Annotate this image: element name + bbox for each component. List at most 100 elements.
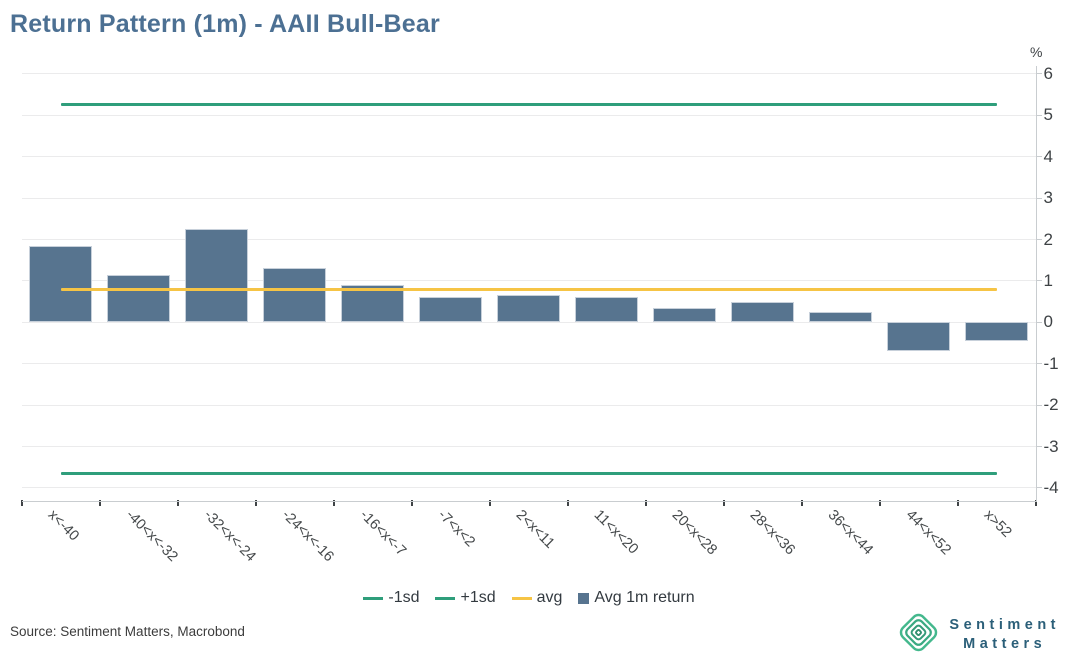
legend-swatch: [578, 592, 590, 604]
bar: [29, 245, 92, 323]
y-axis-line: [1035, 66, 1037, 502]
legend-item: Avg 1m return: [578, 589, 695, 607]
y-tick-label: 6: [1043, 63, 1053, 83]
x-tick-label: 36<x<44: [824, 507, 876, 559]
logo-line1: Sentiment: [949, 617, 1060, 633]
y-tick-label: 3: [1043, 188, 1053, 208]
y-axis-tick: [1035, 363, 1042, 365]
legend-label: -1sd: [388, 589, 420, 606]
legend-swatch: [511, 596, 532, 600]
x-tick-label: -16<x<-7: [356, 507, 409, 560]
y-axis-tick: [1035, 487, 1042, 489]
ref-line--1sd: [60, 471, 997, 475]
x-axis-tick: [1034, 499, 1037, 506]
bar: [809, 311, 872, 323]
bar: [263, 268, 326, 323]
bar: [341, 285, 404, 323]
x-axis-tick: [800, 499, 803, 506]
y-axis-tick: [1035, 239, 1042, 240]
legend-swatch: [363, 596, 384, 600]
x-tick-label: 20<x<28: [668, 507, 720, 559]
y-axis-tick: [1035, 197, 1042, 199]
y-tick-label: 1: [1043, 270, 1053, 290]
x-axis-tick: [176, 499, 179, 506]
ref-line-avg: [60, 287, 997, 291]
ref-line-+1sd: [60, 103, 997, 107]
x-tick-label: -7<x<2: [434, 507, 478, 551]
y-tick-label: 4: [1043, 146, 1053, 166]
x-axis-tick: [644, 499, 647, 506]
x-axis-tick: [254, 499, 257, 506]
y-tick-label: -1: [1043, 353, 1059, 373]
bar: [107, 274, 170, 323]
x-axis-tick: [20, 499, 23, 506]
y-tick-label: 0: [1043, 312, 1053, 332]
y-axis-tick: [1035, 114, 1042, 116]
legend: -1sd +1sd avg Avg 1m return: [22, 589, 1036, 607]
x-axis-tick: [722, 499, 725, 506]
y-tick-label: -2: [1043, 395, 1059, 415]
gridline: [21, 197, 1036, 199]
x-tick-label: x<-40: [44, 507, 82, 545]
y-axis-tick: [1035, 446, 1042, 447]
source-text: Source: Sentiment Matters, Macrobond: [10, 624, 245, 639]
x-tick-label: 11<x<20: [590, 507, 641, 558]
y-tick-label: 2: [1043, 229, 1053, 249]
gridline: [21, 114, 1036, 116]
logo-diamond-icon: [896, 610, 941, 660]
x-tick-label: -40<x<-32: [122, 507, 181, 566]
bar: [419, 297, 482, 323]
y-axis-tick: [1035, 156, 1042, 158]
y-tick-label: -3: [1043, 436, 1059, 456]
x-axis-tick: [878, 499, 881, 506]
gridline: [21, 156, 1036, 158]
x-axis-tick: [410, 499, 413, 506]
y-axis-tick: [1035, 280, 1042, 282]
y-tick-label: -4: [1043, 477, 1059, 497]
gridline: [21, 321, 1036, 323]
x-tick-label: -24<x<-16: [278, 507, 337, 566]
bar: [497, 295, 560, 323]
logo: Sentiment Matters: [896, 610, 1060, 660]
y-axis-tick: [1035, 321, 1042, 323]
legend-label: avg: [536, 589, 563, 606]
bar: [185, 229, 248, 323]
legend-item: avg: [511, 589, 563, 607]
x-axis-tick: [98, 499, 101, 506]
bar: [731, 301, 794, 323]
logo-wordmark: Sentiment Matters: [949, 616, 1060, 654]
gridline: [21, 73, 1036, 75]
y-tick-label: 5: [1043, 105, 1053, 125]
legend-swatch: [435, 596, 456, 600]
logo-line2: Matters: [963, 636, 1047, 652]
legend-label: +1sd: [460, 589, 496, 606]
x-tick-label: -32<x<-24: [200, 507, 259, 566]
x-axis-tick: [332, 499, 335, 506]
chart-title: Return Pattern (1m) - AAII Bull-Bear: [10, 10, 440, 38]
y-axis-unit-label: %: [1030, 44, 1043, 60]
x-axis-line: [21, 500, 1036, 502]
legend-item: +1sd: [435, 589, 496, 607]
x-axis-tick: [566, 499, 569, 506]
gridline: [21, 446, 1036, 447]
bar: [965, 322, 1028, 341]
y-axis-tick: [1035, 404, 1042, 406]
bar: [887, 322, 950, 352]
x-axis-tick: [956, 499, 959, 506]
gridline: [21, 363, 1036, 365]
gridline: [21, 280, 1036, 282]
x-tick-label: 44<x<52: [902, 507, 954, 559]
legend-item: -1sd: [363, 589, 419, 607]
bar: [653, 307, 716, 323]
x-tick-label: x>52: [980, 507, 1015, 541]
gridline: [21, 487, 1036, 489]
gridline: [21, 239, 1036, 240]
x-tick-label: 2<x<11: [512, 507, 557, 552]
y-axis-tick: [1035, 73, 1042, 75]
bar: [575, 297, 638, 323]
legend-label: Avg 1m return: [594, 589, 695, 606]
x-tick-label: 28<x<36: [746, 507, 798, 559]
gridline: [21, 404, 1036, 406]
